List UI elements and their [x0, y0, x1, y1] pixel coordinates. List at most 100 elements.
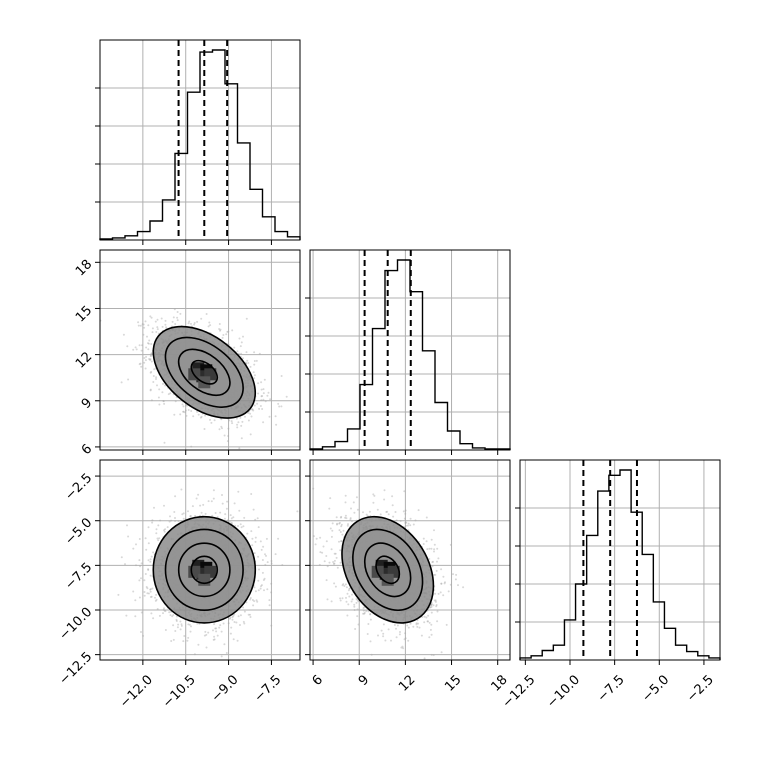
scatter-point: [156, 318, 159, 321]
scatter-point: [278, 405, 281, 408]
scatter-point: [142, 333, 145, 336]
scatter-point: [147, 324, 150, 327]
scatter-point: [457, 584, 459, 587]
scatter-point: [212, 497, 215, 500]
scatter-point: [164, 629, 167, 631]
scatter-point: [252, 508, 255, 511]
scatter-point: [140, 631, 142, 633]
scatter-point: [147, 348, 150, 351]
scatter-point: [240, 424, 243, 427]
scatter-point: [218, 428, 221, 431]
scatter-point: [341, 584, 344, 587]
scatter-point: [406, 624, 409, 627]
scatter-point: [213, 419, 216, 422]
scatter-point: [169, 515, 171, 518]
scatter-point: [269, 398, 272, 401]
scatter-point: [165, 326, 168, 329]
scatter-point: [349, 517, 352, 520]
scatter-point: [257, 579, 260, 582]
scatter-point: [330, 600, 333, 603]
scatter-point: [342, 529, 345, 532]
scatter-point: [430, 605, 433, 608]
scatter-point: [387, 628, 390, 631]
scatter-point: [226, 330, 229, 333]
scatter-point: [247, 362, 250, 364]
scatter-point: [203, 428, 206, 430]
scatter-point: [425, 516, 428, 519]
scatter-point: [187, 623, 190, 626]
scatter-point: [224, 513, 227, 516]
scatter-point: [266, 561, 269, 564]
scatter-point: [433, 599, 436, 602]
scatter-point: [209, 661, 211, 663]
scatter-point: [207, 500, 210, 503]
scatter-point: [353, 603, 356, 606]
scatter-point: [156, 608, 159, 610]
scatter-point: [186, 639, 189, 642]
scatter-point: [151, 327, 154, 330]
scatter-point: [204, 630, 207, 633]
scatter-point: [406, 524, 409, 527]
scatter-point: [176, 626, 179, 629]
scatter-point: [230, 420, 233, 423]
scatter-point: [196, 320, 199, 323]
scatter-point: [253, 360, 256, 362]
scatter-point: [407, 639, 410, 642]
scatter-point: [199, 504, 202, 507]
scatter-point: [181, 403, 184, 406]
scatter-point: [435, 569, 438, 572]
scatter-point: [435, 605, 438, 608]
scatter-point: [208, 321, 211, 324]
scatter-point: [253, 552, 256, 555]
scatter-point: [376, 508, 379, 511]
scatter-point: [223, 434, 226, 437]
scatter-point: [243, 622, 246, 625]
scatter-point: [355, 598, 358, 600]
scatter-point: [407, 522, 410, 525]
scatter-point: [439, 591, 442, 594]
scatter-point: [379, 513, 382, 516]
scatter-point: [252, 371, 255, 374]
scatter-point: [425, 616, 428, 619]
scatter-point: [336, 523, 338, 526]
joint-plot-area: [100, 308, 288, 450]
scatter-point: [239, 416, 242, 419]
scatter-point: [200, 511, 203, 514]
histogram-panel-1: [305, 249, 511, 455]
scatter-point: [266, 394, 269, 397]
scatter-point: [268, 415, 271, 418]
scatter-point: [445, 623, 448, 626]
scatter-point: [139, 565, 142, 568]
scatter-point: [329, 497, 332, 500]
scatter-point: [258, 407, 261, 410]
scatter-point: [325, 540, 328, 543]
scatter-point: [163, 530, 166, 533]
scatter-point: [216, 634, 219, 637]
scatter-point: [144, 537, 147, 540]
scatter-point: [340, 540, 343, 543]
scatter-point: [252, 604, 255, 607]
scatter-point: [235, 621, 238, 624]
scatter-point: [314, 543, 317, 546]
scatter-point: [156, 384, 158, 387]
scatter-point: [197, 643, 200, 646]
scatter-point: [176, 311, 179, 313]
scatter-point: [183, 411, 186, 414]
scatter-point: [207, 325, 210, 328]
scatter-point: [197, 493, 200, 496]
scatter-point: [150, 316, 153, 319]
scatter-point: [204, 512, 207, 515]
scatter-point: [158, 614, 161, 617]
scatter-point: [270, 562, 273, 565]
scatter-point: [265, 554, 267, 557]
scatter-point: [211, 514, 214, 517]
scatter-point: [218, 626, 221, 629]
scatter-point: [181, 513, 184, 516]
scatter-point: [261, 571, 264, 574]
scatter-point: [125, 614, 128, 617]
scatter-point: [347, 523, 349, 526]
scatter-point: [262, 579, 265, 581]
scatter-point: [350, 507, 352, 510]
scatter-point: [147, 542, 150, 545]
